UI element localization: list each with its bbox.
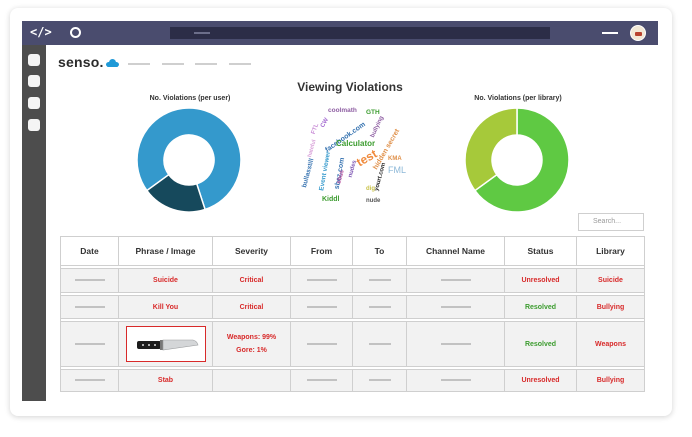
status-cell: Unresolved — [504, 369, 577, 392]
severity-cell — [212, 369, 291, 392]
column-status[interactable]: Status — [504, 236, 577, 266]
table-row[interactable]: Weapons: 99% Gore: 1% Resolved Weapons — [60, 321, 645, 367]
library-cell: Weapons — [576, 321, 645, 367]
address-bar[interactable] — [170, 27, 550, 39]
sidebar-button-1[interactable] — [28, 54, 40, 66]
donut-slice-2[interactable] — [464, 107, 518, 192]
search-input[interactable]: Search... — [578, 213, 644, 231]
sidebar-button-3[interactable] — [28, 97, 40, 109]
nav-link-3[interactable] — [195, 63, 217, 65]
column-date[interactable]: Date — [60, 236, 119, 266]
from-cell — [290, 369, 353, 392]
sidebar — [22, 45, 46, 401]
column-from[interactable]: From — [290, 236, 353, 266]
nav-link-4[interactable] — [229, 63, 251, 65]
donut-slice-2[interactable] — [145, 173, 207, 213]
phrase-cell: Suicide — [118, 268, 213, 293]
column-phrase[interactable]: Phrase / Image — [118, 236, 213, 266]
image-cell — [118, 321, 213, 367]
severity-cell: Weapons: 99% Gore: 1% — [212, 321, 291, 367]
word-nude: nude — [366, 198, 381, 204]
circle-icon[interactable] — [70, 27, 81, 38]
severity-gore: Gore: 1% — [236, 347, 267, 354]
word-ftl: FTL — [310, 122, 321, 136]
library-chart-label: No. Violations (per library) — [474, 95, 562, 102]
channel-cell — [406, 268, 505, 293]
user-chart-label: No. Violations (per user) — [149, 95, 231, 102]
word-nudes: nudes — [347, 159, 359, 179]
sidebar-button-4[interactable] — [28, 119, 40, 131]
word-gth: GTH — [366, 109, 380, 116]
donut-slice-1[interactable] — [136, 107, 242, 211]
date-cell — [60, 321, 119, 367]
to-cell — [352, 295, 407, 319]
column-to[interactable]: To — [352, 236, 407, 266]
table-header: Date Phrase / Image Severity From To Cha… — [60, 236, 645, 266]
from-cell — [290, 268, 353, 293]
word-kiddl: Kiddl — [322, 196, 340, 203]
code-icon[interactable]: </> — [30, 25, 52, 39]
status-cell: Resolved — [504, 321, 577, 367]
to-cell — [352, 369, 407, 392]
sidebar-button-2[interactable] — [28, 75, 40, 87]
word-calculator: Calculator — [336, 139, 376, 148]
column-channel[interactable]: Channel Name — [406, 236, 505, 266]
menu-icon[interactable] — [602, 32, 618, 34]
table-row[interactable]: Suicide Critical Unresolved Suicide — [60, 268, 645, 293]
library-donut-chart — [464, 107, 570, 213]
to-cell — [352, 321, 407, 367]
table-row[interactable]: Kill You Critical Resolved Bullying — [60, 295, 645, 319]
word-bullasstill: bullasstill — [301, 157, 316, 189]
phrase-cell: Kill You — [118, 295, 213, 319]
channel-cell — [406, 321, 505, 367]
word-coolmath: coolmath — [328, 107, 357, 114]
word-hateful: hateful — [307, 139, 318, 159]
word-facebook: facebook.com — [324, 121, 367, 154]
to-cell — [352, 268, 407, 293]
status-cell: Unresolved — [504, 268, 577, 293]
knife-icon — [136, 339, 198, 351]
table-row[interactable]: Stab Unresolved Bullying — [60, 369, 645, 392]
column-library[interactable]: Library — [576, 236, 645, 266]
word-kma: KMA — [388, 156, 402, 162]
donut-slice-1[interactable] — [473, 107, 570, 213]
page-title: Viewing Violations — [297, 80, 403, 94]
severity-cell: Critical — [212, 268, 291, 293]
status-cell: Resolved — [504, 295, 577, 319]
severity-weapons: Weapons: 99% — [226, 333, 277, 341]
column-severity[interactable]: Severity — [212, 236, 291, 266]
date-cell — [60, 268, 119, 293]
word-bullying: bullying — [369, 115, 386, 139]
user-donut-chart — [136, 107, 242, 213]
library-cell: Bullying — [576, 369, 645, 392]
library-cell: Bullying — [576, 295, 645, 319]
word-cw: CW — [319, 117, 331, 129]
phrase-cell: Stab — [118, 369, 213, 392]
senso-logo: senso. — [58, 54, 119, 70]
channel-cell — [406, 369, 505, 392]
word-cloud: coolmath GTH FTL CW facebook.com bullyin… — [300, 100, 410, 212]
word-fml: FML — [388, 165, 406, 175]
word-event-viewer: Event viewer — [318, 150, 333, 192]
channel-cell — [406, 295, 505, 319]
library-cell: Suicide — [576, 268, 645, 293]
word-dig: dig — [366, 186, 375, 192]
nav-link-2[interactable] — [162, 63, 184, 65]
knife-image[interactable] — [125, 326, 206, 362]
from-cell — [290, 295, 353, 319]
date-cell — [60, 295, 119, 319]
from-cell — [290, 321, 353, 367]
violations-table: Date Phrase / Image Severity From To Cha… — [60, 236, 645, 392]
cloud-icon — [105, 59, 119, 67]
severity-cell: Critical — [212, 295, 291, 319]
nav-link-1[interactable] — [128, 63, 150, 65]
browser-toolbar: </> — [22, 21, 658, 45]
avatar-icon[interactable] — [630, 25, 646, 41]
date-cell — [60, 369, 119, 392]
